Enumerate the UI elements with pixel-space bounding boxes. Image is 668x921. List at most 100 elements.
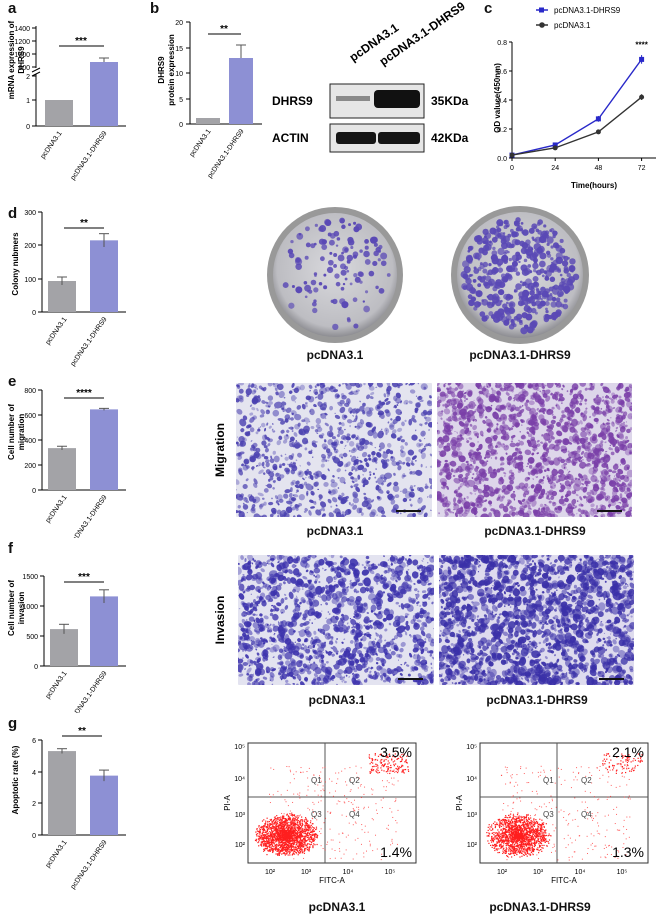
tick-f-1000: 1000 [22, 604, 38, 611]
xtick-c: 72 [638, 165, 646, 172]
xtick-f-control: pcDNA3.1 [45, 670, 69, 700]
bar-e-control [48, 448, 76, 490]
point-dhrs9 [639, 56, 645, 62]
tick-b-15: 15 [175, 46, 183, 53]
bar-d-control [48, 281, 76, 312]
xtick-g-dhrs9: pcDNA3.1-DHRS9 [70, 839, 109, 890]
invasion-image-dhrs9 [439, 555, 634, 685]
ylabel-e-line1: Cell number of [7, 404, 16, 460]
sig-f: *** [78, 572, 90, 583]
series-line-dhrs9 [511, 58, 643, 156]
flow-plot-dhrs9: Q1 Q2 Q3 Q4 2.1% 1.3% 10² 10³ 10⁴ 10⁵ 10² 10³ 10⁴ 10⁵… [455, 742, 649, 885]
tick-b-10: 10 [175, 71, 183, 78]
invasion-caption-dhrs9: pcDNA3.1-DHRS9 [486, 693, 588, 707]
wb-protein-dhrs9: DHRS9 [272, 94, 313, 108]
bar-chart-a: mRNA expression of DHRS9 800 1000 1200 1… [7, 20, 126, 182]
row-label-invasion: Invasion [213, 596, 227, 645]
ylabel-f-line1: Cell number of [7, 580, 16, 636]
bar-f-control [50, 629, 78, 666]
tick-g-0: 0 [32, 833, 36, 840]
ytick-c: 0.2 [497, 127, 507, 134]
colony-caption-dhrs9: pcDNA3.1-DHRS9 [469, 348, 571, 362]
colony-plate-control [267, 207, 403, 343]
wb-band-actin-overexp [378, 132, 420, 144]
ylabel-c: OD valuce(450nm) [493, 63, 502, 133]
ytick-c: 0.6 [497, 69, 507, 76]
tick-a-2: 2 [26, 74, 30, 81]
xtick-g-control: pcDNA3.1 [45, 839, 69, 869]
bar-chart-b: DHRS9 protein expression ** pcDNA3.1 pcD… [157, 20, 262, 180]
tick-f-0: 0 [34, 664, 38, 671]
tick-g-6: 6 [32, 738, 36, 745]
invasion-caption-control: pcDNA3.1 [308, 693, 366, 707]
flow-ytick: 10² [235, 842, 246, 849]
ylabel-e-line2: migration [17, 414, 26, 451]
tick-d-300: 300 [24, 210, 36, 217]
bar-g-dhrs9 [90, 775, 118, 835]
flow-xtick: 10⁵ [385, 869, 396, 876]
bar-b-control [196, 118, 220, 124]
quadrant-label-q3: Q3 [311, 810, 322, 819]
lower-right-percent: 1.3% [612, 844, 644, 860]
sig-d: ** [80, 218, 88, 229]
quadrant-label-q3: Q3 [543, 810, 554, 819]
bar-a-control [45, 100, 73, 126]
point-control [509, 152, 515, 158]
xtick-d-dhrs9: pcDNA3.1-DHRS9 [70, 316, 109, 368]
tick-a-1400: 1400 [14, 26, 30, 33]
panel-label-g: g [8, 715, 18, 732]
flow-ytick: 10³ [235, 812, 246, 819]
panel-label-b: b [150, 0, 160, 17]
migration-caption-dhrs9: pcDNA3.1-DHRS9 [484, 524, 586, 538]
tick-e-800: 800 [24, 388, 36, 395]
flow-xlabel: FITC-A [551, 876, 577, 885]
tick-e-200: 200 [24, 463, 36, 470]
bar-e-dhrs9 [90, 409, 118, 490]
upper-right-percent: 2.1% [612, 744, 644, 760]
point-dhrs9 [595, 116, 601, 122]
sig-e: **** [76, 388, 92, 399]
tick-f-1500: 1500 [22, 574, 38, 581]
tick-d-200: 200 [24, 243, 36, 250]
ylabel-b-line1: DHRS9 [157, 56, 166, 84]
flow-xtick: 10⁴ [575, 869, 586, 876]
flow-xtick: 10² [265, 869, 276, 876]
ytick-c: 0.0 [497, 156, 507, 163]
tick-e-600: 600 [24, 413, 36, 420]
flow-plot-control: Q1 Q2 Q3 Q4 3.5% 1.4% 10² 10³ 10⁴ 10⁵ 10² 10³ 10⁴ 10⁵… [223, 742, 417, 885]
quadrant-label-q4: Q4 [349, 810, 360, 819]
upper-right-percent: 3.5% [380, 744, 412, 760]
point-dhrs9 [552, 142, 558, 148]
tick-a-1200: 1200 [14, 39, 30, 46]
wb-band-actin-control [336, 132, 376, 144]
tick-f-500: 500 [26, 634, 38, 641]
ylabel-d: Colony nubmers [11, 232, 20, 296]
xtick-e-dhrs9: pcDNA3.1-DHRS9 [70, 494, 109, 538]
xtick-f-dhrs9: pcDNA3.1-DHRS9 [70, 670, 109, 713]
ytick-c: 0.4 [497, 98, 507, 105]
ylabel-a-line2: DHRS9 [17, 46, 26, 74]
xtick-b-control: pcDNA3.1 [189, 128, 213, 158]
colony-caption-control: pcDNA3.1 [306, 348, 364, 362]
tick-b-0: 0 [179, 122, 183, 129]
colony-plate-dhrs9 [451, 206, 589, 344]
xtick-d-control: pcDNA3.1 [45, 316, 69, 346]
tick-a-1000: 1000 [14, 52, 30, 59]
tick-a-800: 800 [18, 65, 30, 72]
tick-e-0: 0 [32, 488, 36, 495]
migration-image-control [236, 383, 432, 517]
panel-label-d: d [8, 205, 18, 222]
xtick-b-dhrs9: pcDNA3.1-DHRS9 [207, 128, 246, 180]
lower-right-percent: 1.4% [380, 844, 412, 860]
quadrant-label-q1: Q1 [543, 776, 554, 785]
flow-ytick: 10⁴ [234, 776, 245, 783]
ylabel-g: Apoptotic rate (%) [11, 745, 20, 814]
tick-d-0: 0 [32, 310, 36, 317]
flow-ylabel: PI-A [223, 795, 232, 811]
xtick-a-control: pcDNA3.1 [40, 130, 64, 160]
migration-caption-control: pcDNA3.1 [306, 524, 364, 538]
tick-b-5: 5 [179, 97, 183, 104]
western-blot: pcDNA3.1 pcDNA3.1-DHRS9 DHRS9 ACTIN 35KD… [272, 0, 469, 153]
panel-label-e: e [8, 373, 17, 390]
wb-protein-actin: ACTIN [272, 131, 309, 145]
